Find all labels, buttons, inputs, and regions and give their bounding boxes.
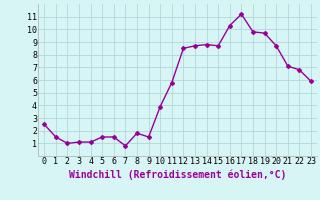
- X-axis label: Windchill (Refroidissement éolien,°C): Windchill (Refroidissement éolien,°C): [69, 169, 286, 180]
